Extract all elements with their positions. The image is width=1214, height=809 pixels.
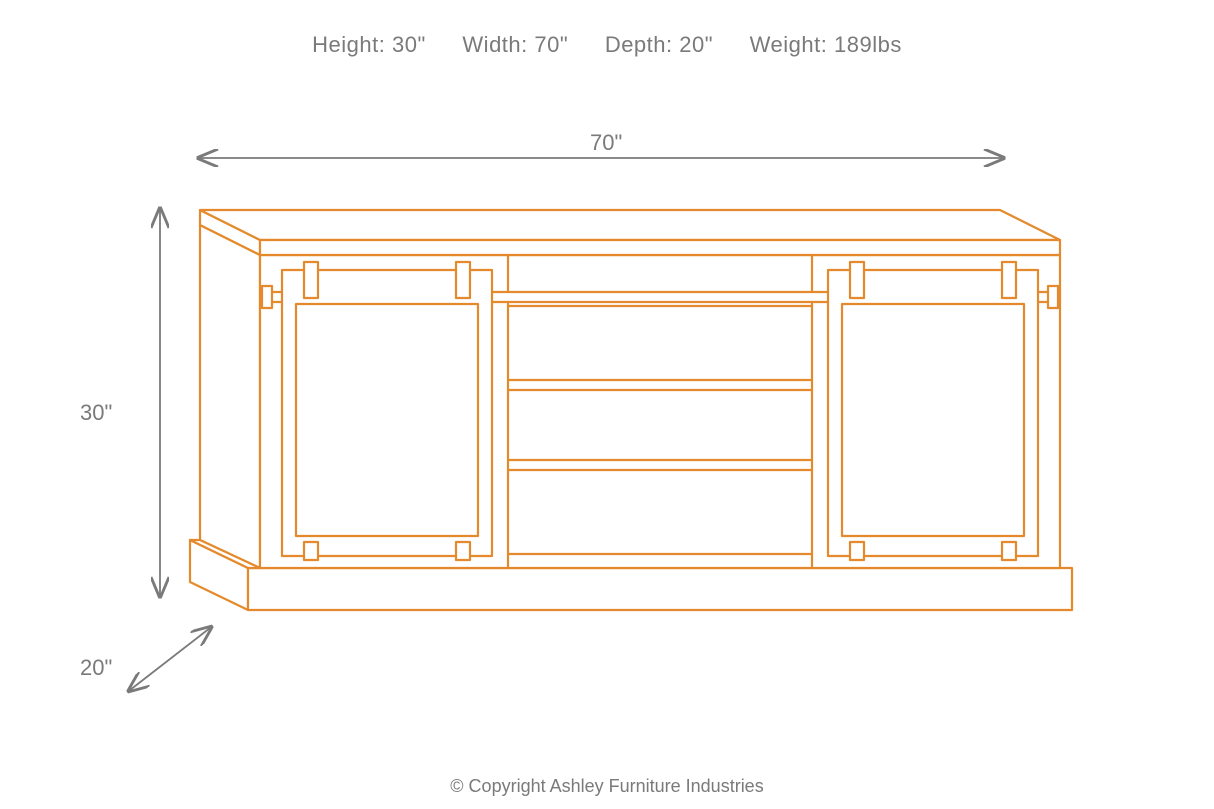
copyright-text: © Copyright Ashley Furniture Industries — [0, 776, 1214, 797]
furniture-diagram — [0, 0, 1214, 809]
furniture-outline — [190, 210, 1072, 610]
